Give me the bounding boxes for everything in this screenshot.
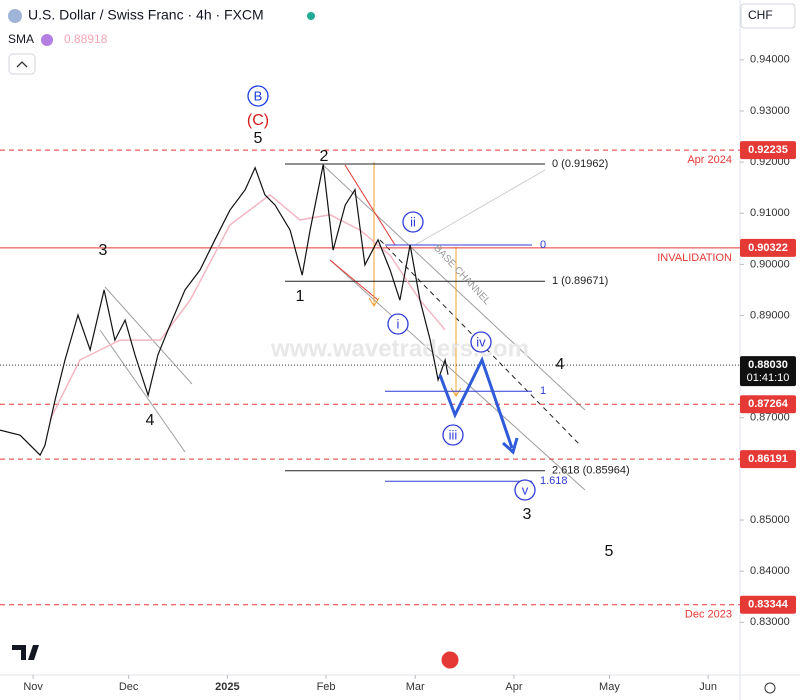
x-tick-label: Jun [699,681,717,693]
y-tick-label: 0.85000 [750,514,790,526]
wave-label: 4 [556,356,565,373]
price-tag [740,356,796,387]
y-tick-label: 0.83000 [750,616,790,628]
wave-label: 3 [523,506,532,523]
level-note: INVALIDATION [657,252,732,264]
symbol-icon [8,9,22,23]
symbol-title: U.S. Dollar / Swiss Franc · 4h · FXCM [28,7,264,23]
price-tag [740,141,796,160]
y-tick-label: 0.84000 [750,565,790,577]
trend-lines [329,164,396,301]
x-tick-label: Feb [317,681,336,693]
x-tick-label: 2025 [215,681,239,693]
price-tag-label: 0.88030 [748,359,788,371]
price-tag [740,450,796,469]
wave-circle [470,331,492,353]
fib-label: 1 [540,385,546,397]
wave-label: 3 [99,242,108,259]
fib-label: 2.618 (0.85964) [552,465,630,477]
wave-label: 4 [146,412,155,429]
y-tick-label: 0.87000 [750,412,790,424]
projection-arrow [501,437,519,455]
indicator-icon [41,34,53,46]
price-tag-label: 0.86191 [748,453,788,465]
fib-label: 1 (0.89671) [552,275,608,287]
channels [99,164,586,491]
price-tag [740,595,796,614]
fib-label: 1.618 [540,475,568,487]
collapse-icon [16,61,28,68]
wave-label: i [397,316,400,331]
price-tag [740,395,796,414]
status-dot [307,12,315,20]
price-tag-label: 0.90322 [748,242,788,254]
level-note: Apr 2024 [687,154,732,166]
price-tag-label: 0.87264 [748,398,789,410]
wave-circle [442,424,464,446]
level-note: Dec 2023 [685,609,732,621]
price-tag [740,238,796,257]
wave-label: B [254,88,263,103]
wave-label: 2 [320,148,329,165]
wave-label: (C) [247,112,269,129]
indicator-name: SMA [8,32,34,46]
tv-logo [12,645,39,660]
wave-label: ii [410,214,416,229]
flag-icon [440,650,460,670]
wave-label: 5 [254,130,263,147]
settings-icon[interactable] [764,682,776,694]
wave-label: iii [449,427,458,442]
price-tag-label: 0.92235 [748,144,788,156]
fib-label: 0 [540,239,546,251]
wave-circle [514,479,536,501]
x-tick-label: May [599,681,620,693]
x-tick-label: Apr [505,681,522,693]
wave-circle [402,211,424,233]
wave-circle [387,313,409,335]
wave-label: v [522,482,529,497]
countdown: 01:41:10 [747,372,790,384]
sma-line [49,193,446,421]
price-line [0,164,449,457]
x-tick-label: Dec [119,681,139,693]
y-tick-label: 0.94000 [750,54,790,66]
wave-label: 5 [605,543,614,560]
wave-circle [247,85,269,107]
collapse-button[interactable] [8,53,36,75]
projection [438,356,514,449]
currency: CHF [748,8,773,22]
currency-box[interactable] [740,3,796,29]
x-tick-label: Nov [23,681,43,693]
y-tick-label: 0.90000 [750,258,790,270]
wave-label: 1 [296,288,305,305]
fib-label: 0 (0.91962) [552,158,608,170]
y-tick-label: 0.91000 [750,207,790,219]
price-tag-label: 0.83344 [748,599,789,611]
y-tick-label: 0.89000 [750,309,790,321]
wave-label: iv [476,334,486,349]
x-tick-label: Mar [406,681,425,693]
indicator-value: 0.88918 [64,32,108,46]
y-tick-label: 0.93000 [750,105,790,117]
